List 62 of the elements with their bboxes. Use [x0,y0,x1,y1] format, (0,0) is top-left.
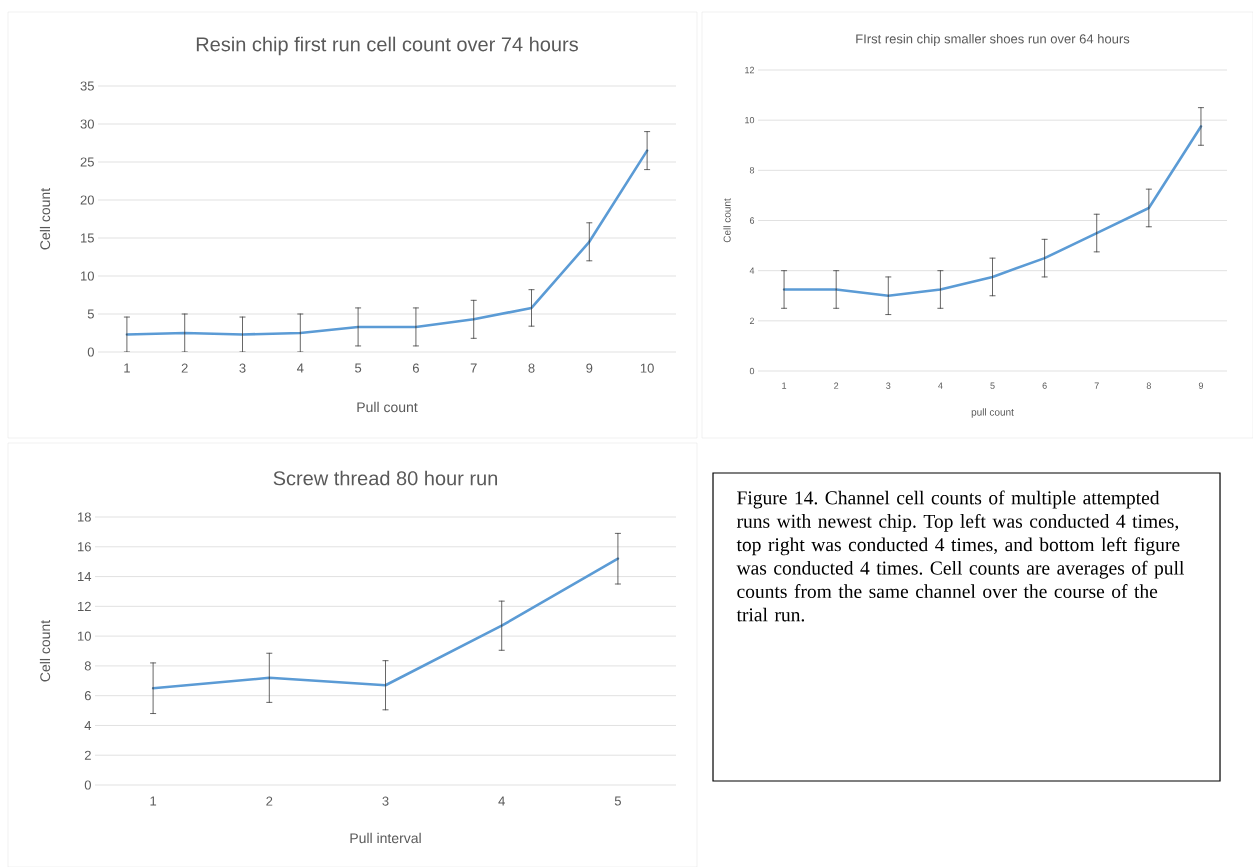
y-tick-label: 10 [81,271,94,281]
y-tick-label: 20 [80,195,94,205]
x-tick-label: 9 [1198,382,1204,389]
y-tick-label: 12 [78,601,91,611]
y-tick-label: 0 [84,780,91,790]
y-tick-label: 6 [749,217,755,224]
x-axis-title: Pull interval [350,832,421,844]
x-axis-title: pull count [971,408,1014,418]
x-tick-label: 3 [239,363,246,373]
x-tick-label: 2 [181,363,188,373]
y-tick-label: 5 [87,309,94,319]
y-tick-label: 8 [749,167,755,174]
line-series [151,557,620,690]
y-tick-label: 16 [78,542,91,552]
x-tick-label: 4 [938,382,943,389]
x-tick-label: 4 [296,363,304,373]
x-axis-title: Pull count [357,401,418,413]
x-tick-label: 2 [266,796,273,806]
y-axis-title: Cell count [39,620,51,682]
x-tick-label: 5 [990,382,995,389]
y-tick-label: 0 [87,347,94,357]
x-tick-label: 6 [412,363,419,373]
x-tick-label: 4 [498,796,505,806]
y-axis-title: Cell count [723,198,731,243]
y-tick-label: 12 [745,66,755,74]
x-tick-label: 8 [528,363,535,373]
x-tick-label: 1 [124,363,130,373]
x-tick-label: 1 [782,382,787,389]
y-tick-label: 10 [745,116,755,124]
chart-title: Screw thread 80 hour run [273,470,498,486]
caption: Figure 14. Channel cell counts of multiple attempted runs with newest chip. Top left was conducted 4 times, top right was conducted 4 times, and bottom left figure was conducted 4 times. Cell counts are averages of pull counts from the same channel over the course of the trial run. [736,490,1184,622]
x-tick-label: 2 [834,382,839,389]
y-tick-label: 2 [749,317,755,324]
x-tick-label: 3 [382,796,389,806]
y-tick-label: 14 [78,572,92,582]
y-tick-label: 4 [84,720,92,730]
x-tick-label: 5 [614,796,621,806]
y-tick-label: 25 [80,157,94,167]
x-tick-label: 1 [150,796,157,806]
line-series [125,149,649,336]
x-tick-label: 9 [586,363,593,373]
chart-title: Resin chip first run cell count over 74 hours [196,36,578,56]
x-tick-label: 5 [355,363,362,373]
x-tick-label: 3 [886,382,891,389]
x-tick-label: 8 [1146,382,1151,389]
y-tick-label: 4 [749,267,755,274]
x-tick-label: 7 [1094,382,1099,389]
x-tick-label: 7 [470,363,477,373]
x-tick-label: 6 [1042,382,1047,389]
y-tick-label: 6 [84,691,91,701]
y-tick-label: 0 [749,367,755,375]
y-tick-label: 35 [80,81,94,91]
line-series [782,125,1203,298]
x-tick-label: 10 [640,363,654,373]
y-tick-label: 18 [78,512,91,522]
y-tick-label: 10 [78,631,91,641]
y-tick-label: 8 [84,661,91,671]
y-axis-title: Cell count [39,188,51,250]
chart-title: FIrst resin chip smaller shoes run over 64 hours [856,33,1130,47]
y-tick-label: 30 [80,119,94,129]
y-tick-label: 2 [84,750,91,760]
y-tick-label: 15 [81,233,94,243]
